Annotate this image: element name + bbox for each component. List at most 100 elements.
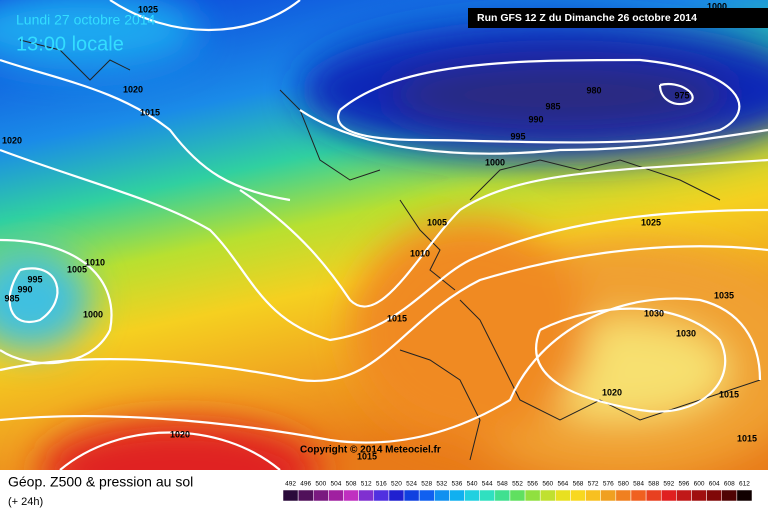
scale-swatch — [313, 489, 329, 502]
scale-label: 596 — [678, 481, 689, 488]
scale-swatch — [282, 489, 299, 502]
scale-label: 536 — [452, 481, 463, 488]
isobar-label: 1000 — [485, 157, 505, 167]
coastlines — [19, 39, 761, 461]
scale-swatch — [494, 489, 511, 502]
color-scale: 492 496 500 504 508 512 516 520 524 528 532 536 540 5… — [282, 481, 753, 502]
scale-swatch — [449, 489, 465, 502]
footer-title: Géop. Z500 & pression au sol — [8, 474, 193, 490]
isobars — [0, 0, 768, 470]
isobar-label: 1000 — [707, 1, 727, 11]
scale-swatch — [418, 489, 435, 502]
scale-label: 600 — [694, 481, 705, 488]
isobar-label: 1010 — [85, 257, 105, 267]
isobar-label: 1015 — [357, 451, 377, 461]
scale-label: 576 — [603, 481, 614, 488]
isobar-label: 1015 — [719, 389, 739, 399]
forecast-date: Lundi 27 octobre 2014 — [16, 12, 156, 28]
scale-label: 584 — [633, 481, 644, 488]
isobar-label: 1020 — [123, 84, 143, 94]
isobar-label: 1020 — [602, 387, 622, 397]
isobar-label: 1030 — [644, 308, 664, 318]
scale-swatch — [464, 489, 480, 502]
isobar-label: 1025 — [641, 217, 661, 227]
scale-label: 516 — [376, 481, 387, 488]
scale-swatch — [736, 489, 753, 502]
scale-label: 504 — [331, 481, 342, 488]
isobar-label: 1020 — [2, 135, 22, 145]
isobar-label: 1020 — [170, 429, 190, 439]
isobar-label: 995 — [510, 131, 525, 141]
scale-swatch — [630, 489, 647, 502]
scale-label: 552 — [512, 481, 523, 488]
scale-label: 592 — [663, 481, 674, 488]
scale-swatch — [615, 489, 632, 502]
scale-label: 532 — [436, 481, 447, 488]
isobar-label: 1000 — [83, 309, 103, 319]
scale-swatch — [539, 489, 556, 502]
scale-label: 496 — [300, 481, 311, 488]
isobar-label: 1015 — [140, 107, 160, 117]
isobar-label: 1010 — [410, 248, 430, 258]
scale-swatch — [479, 489, 496, 502]
scale-swatch — [585, 489, 601, 502]
scale-label: 612 — [739, 481, 750, 488]
scale-label: 500 — [315, 481, 326, 488]
scale-label: 568 — [573, 481, 584, 488]
isobar-label: 1025 — [138, 4, 158, 14]
run-info: Run GFS 12 Z du Dimanche 26 octobre 2014 — [477, 12, 697, 24]
scale-swatch — [509, 489, 526, 502]
isobar-label: 990 — [528, 114, 543, 124]
scale-swatch — [691, 489, 707, 502]
isobar-label: 1030 — [676, 328, 696, 338]
isobar-label: 1015 — [737, 433, 757, 443]
isobar-label: 980 — [586, 85, 601, 95]
footer-subtitle: (+ 24h) — [8, 496, 43, 508]
scale-swatch — [358, 489, 375, 502]
isobar-label: 1005 — [67, 264, 87, 274]
scale-label: 580 — [618, 481, 629, 488]
scale-swatch — [570, 489, 586, 502]
scale-label: 492 — [285, 481, 296, 488]
scale-swatch — [403, 489, 420, 502]
isobar-label: 975 — [674, 90, 689, 100]
copyright: Copyright © 2014 Meteociel.fr — [300, 445, 441, 456]
scale-label: 588 — [648, 481, 659, 488]
isobar-label: 985 — [4, 293, 19, 303]
isobar-label: 1005 — [427, 217, 447, 227]
scale-swatch — [645, 489, 662, 502]
scale-swatch — [373, 489, 390, 502]
scale-label: 572 — [588, 481, 599, 488]
scale-swatch — [660, 489, 677, 502]
scale-label: 608 — [724, 481, 735, 488]
scale-label: 528 — [421, 481, 432, 488]
scale-label: 564 — [557, 481, 568, 488]
scale-label: 544 — [482, 481, 493, 488]
scale-label: 520 — [391, 481, 402, 488]
scale-swatch — [524, 489, 541, 502]
scale-label: 556 — [527, 481, 538, 488]
isobar-label: 985 — [545, 101, 560, 111]
scale-label: 540 — [467, 481, 478, 488]
isobar-label: 995 — [27, 274, 42, 284]
scale-swatch — [555, 489, 571, 502]
scale-swatch — [343, 489, 359, 502]
scale-swatch — [297, 489, 314, 502]
isobar-label: 1015 — [387, 313, 407, 323]
scale-swatch — [388, 489, 405, 502]
isobar-label: 1035 — [714, 290, 734, 300]
scale-swatch — [434, 489, 450, 502]
scale-label: 512 — [361, 481, 372, 488]
scale-swatch — [328, 489, 344, 502]
scale-label: 508 — [346, 481, 357, 488]
scale-swatch — [676, 489, 692, 502]
run-banner — [468, 8, 768, 28]
scale-label: 524 — [406, 481, 417, 488]
scale-label: 548 — [497, 481, 508, 488]
scale-swatch — [600, 489, 617, 502]
scale-swatch — [706, 489, 722, 502]
isobar-label: 990 — [17, 284, 32, 294]
